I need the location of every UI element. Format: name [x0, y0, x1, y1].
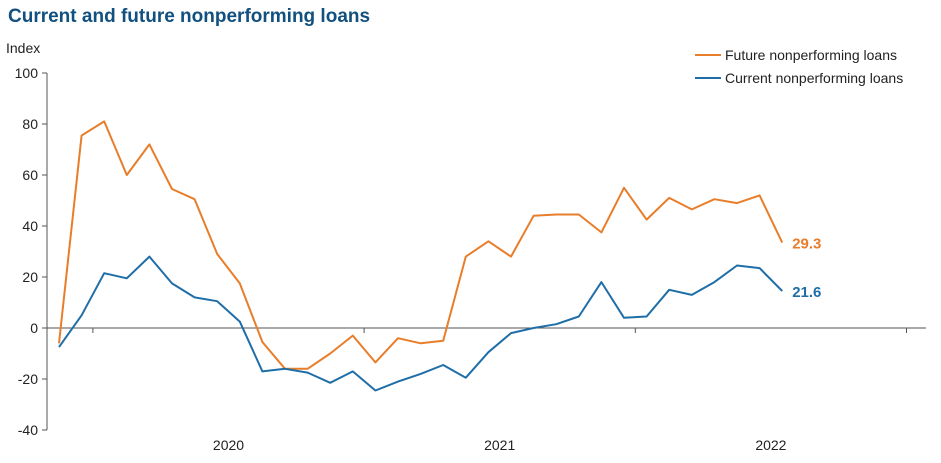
- y-tick-label: -20: [18, 371, 38, 387]
- y-tick-label: 100: [15, 65, 39, 81]
- x-tick-label: 2021: [484, 437, 515, 453]
- y-tick-label: -40: [18, 422, 38, 438]
- end-value-label: 21.6: [792, 284, 821, 301]
- y-tick-label: 40: [22, 218, 38, 234]
- x-tick-label: 2020: [213, 437, 244, 453]
- y-axis-label: Index: [6, 40, 41, 56]
- y-tick-label: 80: [22, 116, 38, 132]
- x-tick-label: 2022: [755, 437, 786, 453]
- series-line-current: [58, 255, 783, 392]
- series-line-future: [58, 120, 784, 370]
- y-tick-label: 60: [22, 167, 38, 183]
- chart-title: Current and future nonperforming loans: [8, 6, 371, 27]
- y-tick-label: 0: [30, 320, 38, 336]
- y-tick-label: 20: [22, 269, 38, 285]
- legend-label: Current nonperforming loans: [725, 70, 903, 86]
- legend-label: Future nonperforming loans: [725, 47, 897, 63]
- end-value-label: 29.3: [792, 236, 821, 253]
